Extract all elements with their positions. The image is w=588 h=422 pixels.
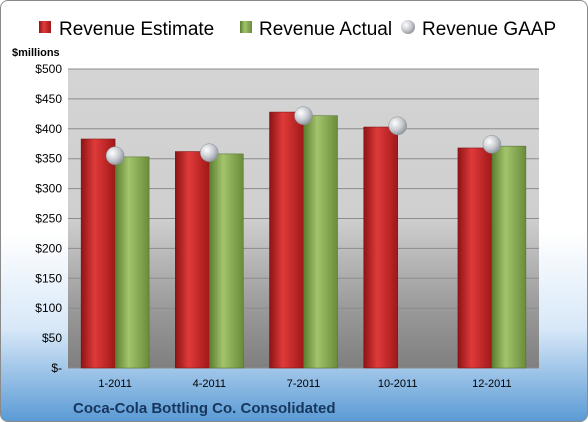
bar-revenue-actual (491, 145, 527, 369)
point-revenue-gaap (388, 116, 407, 136)
legend-swatch-revenue-estimate (39, 21, 51, 33)
gaap-points (105, 106, 502, 165)
y-tick-label: $350 (35, 152, 62, 166)
x-tick-label: 12-2011 (472, 378, 512, 390)
y-axis-unit-label: $millions (12, 47, 60, 59)
y-tick-label: $50 (42, 331, 62, 345)
legend-label-revenue-gaap: Revenue GAAP (422, 19, 556, 40)
legend-swatch-revenue-gaap (401, 20, 415, 34)
legend: Revenue Estimate Revenue Actual Revenue … (39, 19, 556, 40)
y-tick-label: $100 (35, 301, 62, 315)
y-tick-label: $500 (35, 62, 62, 76)
legend-swatch-revenue-actual (240, 21, 252, 33)
y-tick-label: $- (51, 361, 62, 375)
bar-revenue-actual (114, 156, 150, 369)
x-tick-label: 4-2011 (193, 378, 226, 390)
y-tick-label: $450 (35, 92, 62, 106)
point-revenue-gaap (200, 143, 219, 162)
legend-label-revenue-estimate: Revenue Estimate (59, 19, 214, 40)
bar-revenue-actual (303, 115, 338, 369)
x-tick-label: 10-2011 (378, 378, 418, 390)
y-tick-label: $400 (35, 122, 62, 136)
bar-revenue-actual (209, 153, 244, 369)
x-tick-label: 7-2011 (287, 378, 320, 390)
y-tick-label: $150 (35, 271, 62, 285)
point-revenue-gaap (105, 146, 125, 165)
x-axis-tick-labels: 1-2011 4-2011 7-2011 10-2011 12-2011 (98, 378, 511, 390)
y-tick-label: $300 (35, 182, 62, 196)
legend-label-revenue-actual: Revenue Actual (259, 19, 392, 40)
bar-revenue-estimate (457, 147, 493, 369)
bars (80, 111, 527, 369)
y-tick-label: $200 (35, 241, 62, 255)
bar-revenue-estimate (175, 151, 210, 369)
x-tick-label: 1-2011 (98, 378, 131, 390)
bar-revenue-estimate (269, 111, 304, 369)
point-revenue-gaap (294, 106, 313, 125)
bar-revenue-estimate (80, 138, 116, 369)
bar-revenue-estimate (363, 126, 398, 369)
y-axis-tick-labels: $- $50 $100 $150 $200 $250 $300 $350 $400 $450 $50… (35, 62, 62, 375)
y-tick-label: $250 (35, 212, 62, 226)
chart-footer-title: Coca-Cola Bottling Co. Consolidated (73, 400, 336, 417)
point-revenue-gaap (482, 135, 502, 154)
